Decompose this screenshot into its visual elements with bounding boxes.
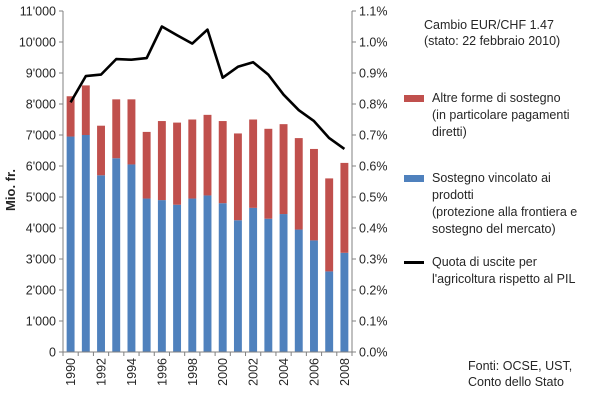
y2-tick-label: 1.0% [359, 36, 388, 50]
y-tick-label: 11'000 [20, 5, 56, 19]
x-tick-label: 1992 [95, 358, 109, 386]
y2-tick-label: 0.5% [359, 191, 388, 205]
bar-other-support-1990 [66, 96, 75, 137]
x-tick-label: 2002 [247, 358, 261, 386]
bar-other-support-1995 [142, 131, 151, 199]
y-tick-label: 10'000 [19, 36, 56, 50]
bar-product-support-1993 [112, 158, 121, 352]
y2-tick-label: 0.4% [359, 222, 388, 236]
legend-label-product-support: Sostegno vincolato ai prodotti (protezio… [432, 171, 578, 236]
bar-product-support-1998 [188, 198, 197, 352]
y2-tick-label: 0.8% [359, 98, 388, 112]
y-tick-label: 3'000 [26, 253, 56, 267]
y2-tick-label: 0.6% [359, 160, 388, 174]
bar-product-support-2006 [310, 240, 318, 352]
y-tick-label: 0 [49, 346, 56, 360]
y2-tick-label: 0.0% [359, 346, 388, 360]
x-tick-label: 1994 [125, 358, 139, 386]
x-tick-label: 1990 [64, 358, 78, 386]
bar-other-support-2004 [279, 124, 288, 215]
y-tick-label: 7'000 [26, 129, 56, 143]
y2-tick-label: 0.9% [359, 67, 388, 81]
bar-other-support-2008 [340, 162, 349, 253]
y-tick-label: 9'000 [26, 67, 56, 81]
bar-product-support-1996 [157, 200, 166, 352]
bars [66, 85, 349, 352]
bar-other-support-2005 [294, 138, 303, 230]
legend-swatch-line [404, 261, 424, 264]
x-tick-label: 1998 [186, 358, 200, 386]
y-tick-label: 5'000 [26, 191, 56, 205]
bar-product-support-2004 [279, 214, 288, 352]
legend-swatch-blue [404, 175, 424, 182]
bar-other-support-2001 [233, 133, 242, 221]
line-series [69, 25, 346, 150]
legend-swatch-red [404, 95, 424, 102]
bar-product-support-2005 [294, 229, 303, 352]
bar-other-support-1993 [112, 99, 121, 159]
bar-product-support-2002 [249, 207, 258, 352]
bar-product-support-1999 [203, 195, 212, 352]
bar-other-support-1999 [203, 114, 212, 196]
bar-product-support-1992 [97, 175, 105, 352]
bar-other-support-2007 [325, 178, 334, 272]
exchange-rate-line2: (stato: 22 febbraio 2010) [424, 34, 561, 48]
x-tick-label: 2000 [216, 358, 230, 386]
bar-other-support-1991 [81, 85, 90, 135]
bar-product-support-1995 [142, 198, 151, 352]
exchange-rate-line1: Cambio EUR/CHF 1.47 [424, 18, 554, 32]
y2-tick-label: 0.3% [359, 253, 388, 267]
y2-tick-label: 0.2% [359, 284, 388, 298]
x-tick-label: 1996 [155, 358, 169, 386]
bar-other-support-1998 [188, 119, 197, 199]
y2-tick-label: 0.7% [359, 129, 388, 143]
sources-note: Fonti: OCSE, UST, Conto dello Stato [468, 359, 573, 389]
bar-other-support-2006 [310, 148, 318, 241]
bar-product-support-2008 [340, 252, 349, 352]
x-tick-label: 2004 [277, 358, 291, 386]
y-tick-label: 6'000 [26, 160, 56, 174]
y-tick-label: 1'000 [26, 315, 56, 329]
line-gdp-share [69, 25, 346, 150]
bar-other-support-1992 [97, 125, 105, 176]
bar-other-support-2002 [249, 119, 258, 208]
bar-product-support-2001 [233, 220, 242, 352]
bar-product-support-1994 [127, 164, 136, 352]
bar-product-support-1990 [66, 136, 75, 352]
legend-label-other-support: Altre forme di sostegno (in particolare … [432, 91, 570, 139]
bar-other-support-2000 [218, 121, 227, 204]
bar-product-support-1997 [173, 204, 182, 352]
axes [62, 11, 353, 353]
bar-product-support-1991 [81, 135, 90, 352]
bar-other-support-1994 [127, 99, 136, 165]
y-axis-title: Mio. fr. [3, 169, 18, 211]
y2-tick-label: 1.1% [359, 5, 388, 19]
exchange-rate-note: Cambio EUR/CHF 1.47 (stato: 22 febbraio … [424, 17, 594, 49]
x-tick-label: 2006 [307, 358, 321, 386]
y2-tick-label: 0.1% [359, 315, 388, 329]
bar-other-support-1996 [157, 121, 166, 201]
y-tick-label: 4'000 [26, 222, 56, 236]
y-tick-label: 8'000 [26, 98, 56, 112]
bar-other-support-1997 [173, 122, 182, 205]
ticks: 0 1'000 2'000 3'000 4'000 5'000 6'000 7'000 8'00… [19, 5, 388, 386]
bar-product-support-2007 [325, 271, 334, 352]
bar-product-support-2003 [264, 218, 273, 352]
bar-product-support-2000 [218, 203, 227, 352]
x-tick-label: 2008 [338, 358, 352, 386]
y-tick-label: 2'000 [26, 284, 56, 298]
legend-label-gdp-share: Quota di uscite per l'agricoltura rispet… [432, 255, 576, 286]
bar-other-support-2003 [264, 128, 273, 219]
